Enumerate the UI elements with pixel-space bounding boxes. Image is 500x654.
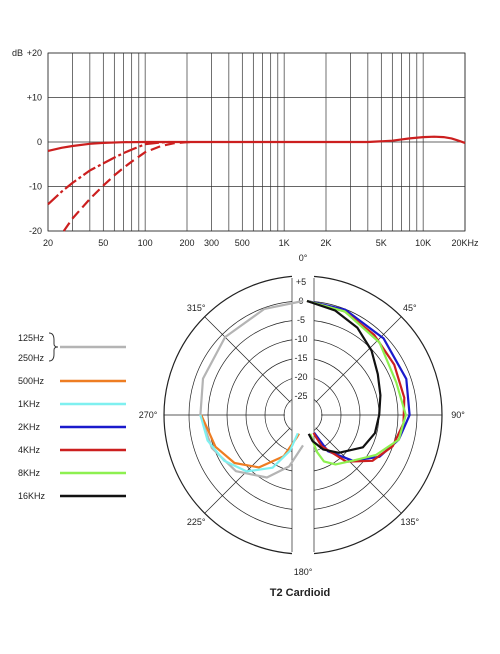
y-tick-label: 0 [37, 137, 42, 147]
y-tick-label: -10 [29, 182, 42, 192]
legend-brace [48, 332, 59, 362]
polar-spoke [204, 316, 291, 403]
polar-chart-title: T2 Cardioid [270, 587, 331, 599]
legend-label: 500Hz [18, 376, 45, 386]
y-tick-label: +20 [27, 48, 42, 58]
y-tick-label: +10 [27, 93, 42, 103]
x-tick-label: 500 [235, 238, 250, 248]
y-axis-label: dB [12, 48, 23, 58]
x-tick-label: 300 [204, 238, 219, 248]
x-tick-label: 10K [415, 238, 431, 248]
polar-spoke [315, 427, 402, 514]
x-tick-label: 2K [320, 238, 331, 248]
angle-label: 180° [294, 567, 313, 577]
x-tick-label: 200 [179, 238, 194, 248]
angle-label: 225° [187, 517, 206, 527]
angle-label: 315° [187, 303, 206, 313]
angle-label: 270° [139, 410, 158, 420]
r-tick-label: -20 [294, 372, 307, 382]
legend-label: 250Hz [18, 353, 45, 363]
angle-label: 90° [451, 410, 465, 420]
x-tick-label: 100 [138, 238, 153, 248]
polar-spoke [315, 316, 402, 403]
angle-label: 0° [299, 253, 308, 263]
frequency-response-chart: +20 +10 0 -10 -20 dB 20 50 100 200 300 500 1K 2K 5K 10K… [12, 48, 479, 248]
response-curve [47, 135, 466, 152]
polar-curve [306, 299, 411, 462]
r-tick-label: -25 [294, 391, 307, 401]
r-tick-label: -10 [294, 334, 307, 344]
polar-curve [199, 414, 299, 473]
polar-curve [306, 299, 407, 466]
x-tick-label: 5K [376, 238, 387, 248]
response-curve [47, 140, 170, 206]
legend-label: 4KHz [18, 445, 41, 455]
x-tick-label: 20KHz [451, 238, 479, 248]
polar-curve [306, 299, 382, 454]
x-tick-label: 50 [98, 238, 108, 248]
polar-pattern-chart: +50-5-10-15-20-250°45°90°135°180°225°270… [18, 253, 465, 577]
polar-legend: 125Hz 250Hz 500Hz 1KHz 2KHz 4KHz 8KHz 16KHz [18, 332, 126, 501]
y-tick-label: -20 [29, 226, 42, 236]
legend-label: 1KHz [18, 399, 41, 409]
r-tick-label: -5 [297, 315, 305, 325]
polar-label-strip [292, 264, 314, 566]
x-tick-label: 1K [279, 238, 290, 248]
legend-label: 125Hz [18, 333, 45, 343]
polar-curve [200, 414, 300, 469]
angle-label: 45° [403, 303, 417, 313]
r-tick-label: -15 [294, 353, 307, 363]
angle-label: 135° [400, 517, 419, 527]
legend-label: 16KHz [18, 491, 46, 501]
legend-label: 2KHz [18, 422, 41, 432]
legend-label: 8KHz [18, 468, 41, 478]
r-tick-label: +5 [296, 277, 306, 287]
response-curve [62, 140, 193, 232]
x-tick-label: 20 [43, 238, 53, 248]
